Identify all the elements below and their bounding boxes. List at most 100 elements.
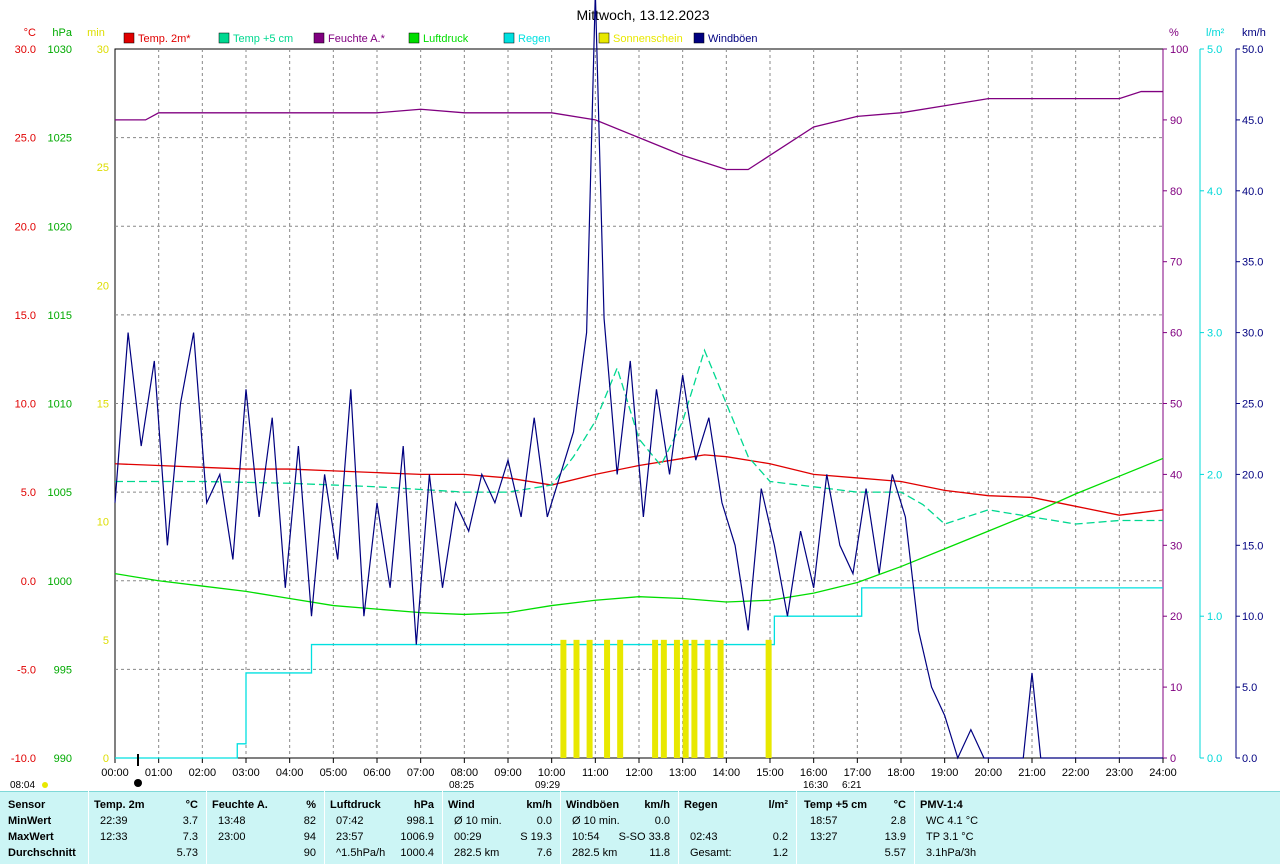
x-tick-label: 17:00 bbox=[844, 767, 872, 779]
stats-cell-value: 7.6 bbox=[536, 847, 552, 859]
x-tick-label: 07:00 bbox=[407, 767, 435, 779]
wind-tick-label: 25.0 bbox=[1242, 399, 1263, 411]
series-feuchte-a bbox=[115, 90, 1163, 171]
x-tick-label: 11:00 bbox=[582, 767, 609, 779]
wind-tick-label: 15.0 bbox=[1242, 540, 1263, 552]
x-tick-label: 20:00 bbox=[975, 767, 1003, 779]
stats-header: Wind bbox=[448, 799, 475, 811]
wind-tick-label: 35.0 bbox=[1242, 257, 1263, 269]
series-temp-5-cm bbox=[115, 348, 1163, 525]
stats-table: Sensor Temp. 2m °C Feuchte A.% Luftdruck hPa W… bbox=[0, 791, 1280, 864]
stats-header-unit: l/m² bbox=[768, 799, 788, 811]
x-tick-label: 06:00 bbox=[363, 767, 391, 779]
sunshine-bar bbox=[560, 639, 567, 758]
stats-cell-value: 0.0 bbox=[536, 815, 552, 827]
wind-tick-label: 45.0 bbox=[1242, 115, 1263, 127]
stats-header-unit: °C bbox=[893, 799, 906, 811]
stats-cell-value: 1.2 bbox=[772, 847, 788, 859]
humidity-tick-label: 90 bbox=[1170, 115, 1182, 127]
stats-column-separator bbox=[206, 791, 207, 864]
sunrise-label: 08:04 bbox=[10, 780, 35, 791]
stats-header-unit: hPa bbox=[413, 799, 434, 811]
temp-tick-label: 0.0 bbox=[21, 576, 36, 588]
stats-header: Temp +5 cm bbox=[804, 799, 868, 811]
sunshine-bar bbox=[765, 639, 772, 758]
sunshine-bar bbox=[617, 639, 624, 758]
humidity-tick-label: 100 bbox=[1170, 44, 1188, 56]
wind-tick-label: 5.0 bbox=[1242, 682, 1257, 694]
markers: 08:04 08:25 09:29 16:30 6:21 bbox=[10, 754, 862, 791]
event-label: 08:25 bbox=[449, 780, 474, 791]
legend-swatch bbox=[313, 32, 325, 44]
stats-cell-time: ^1.5hPa/h bbox=[336, 847, 386, 859]
rain-tick-label: 5.0 bbox=[1207, 44, 1222, 56]
legend-label: Luftdruck bbox=[423, 33, 469, 45]
pressure-tick-label: 1025 bbox=[48, 133, 72, 145]
legend-label: Temp. 2m* bbox=[138, 33, 191, 45]
sun-icon bbox=[42, 782, 48, 788]
x-tick-label: 18:00 bbox=[887, 767, 915, 779]
stats-cell-time: 00:29 bbox=[454, 831, 482, 843]
sunshine-bar bbox=[717, 639, 724, 758]
wind-tick-label: 30.0 bbox=[1242, 328, 1263, 340]
stats-row-label: MaxWert bbox=[8, 831, 54, 843]
humidity-tick-label: 10 bbox=[1170, 682, 1182, 694]
sunshine-bar bbox=[604, 639, 611, 758]
stats-cell-time: 13:27 bbox=[810, 831, 838, 843]
legend-swatch bbox=[693, 32, 705, 44]
stats-header-unit: km/h bbox=[526, 799, 552, 811]
legend-swatch bbox=[408, 32, 420, 44]
humidity-tick-label: 70 bbox=[1170, 257, 1182, 269]
stats-cell-value: 1000.4 bbox=[400, 847, 434, 859]
rain-tick-label: 2.0 bbox=[1207, 469, 1222, 481]
stats-cell-value: 90 bbox=[303, 847, 316, 859]
x-tick-label: 21:00 bbox=[1018, 767, 1046, 779]
humidity-tick-label: 80 bbox=[1170, 186, 1182, 198]
stats-cell-time: Ø 10 min. bbox=[454, 815, 502, 827]
legend-swatch bbox=[123, 32, 135, 44]
wind-tick-label: 20.0 bbox=[1242, 469, 1263, 481]
legend-label: Sonnenschein bbox=[613, 33, 683, 45]
humidity-tick-label: 0 bbox=[1170, 753, 1176, 765]
stats-header: Temp. 2m bbox=[94, 799, 145, 811]
x-tick-label: 14:00 bbox=[713, 767, 741, 779]
sunshine-axis-unit: min bbox=[87, 27, 105, 39]
stats-header: Luftdruck bbox=[330, 799, 381, 811]
x-tick-label: 13:00 bbox=[669, 767, 697, 779]
series-regen bbox=[115, 587, 1163, 759]
x-tick-label: 05:00 bbox=[320, 767, 348, 779]
sunshine-bar bbox=[586, 639, 593, 758]
temp-tick-label: -5.0 bbox=[17, 664, 36, 676]
stats-header-unit: % bbox=[306, 799, 316, 811]
stats-cell-time: Gesamt: bbox=[690, 847, 732, 859]
chart-title: Mittwoch, 13.12.2023 bbox=[576, 7, 709, 23]
stats-cell-value: S-SO 33.8 bbox=[618, 831, 670, 843]
sunshine-bar bbox=[652, 639, 659, 758]
stats-cell-time: 23:57 bbox=[336, 831, 364, 843]
stats-cell-time: TP 3.1 °C bbox=[926, 831, 974, 843]
series-luftdruck bbox=[114, 457, 1164, 616]
weather-chart: Mittwoch, 13.12.2023 Temp. 2m* Temp +5 cm… bbox=[10, 0, 1266, 791]
wind-tick-label: 50.0 bbox=[1242, 44, 1263, 56]
humidity-tick-label: 20 bbox=[1170, 611, 1182, 623]
sunshine-tick-label: 0 bbox=[103, 753, 109, 765]
stats-cell-value: 13.9 bbox=[884, 831, 906, 843]
stats-header: PMV-1:4 bbox=[920, 799, 963, 811]
humidity-axis-unit: % bbox=[1169, 27, 1179, 39]
stats-header-unit: km/h bbox=[644, 799, 670, 811]
legend-label: Regen bbox=[518, 33, 550, 45]
temp-tick-label: 10.0 bbox=[15, 399, 36, 411]
pressure-tick-label: 1020 bbox=[48, 221, 72, 233]
x-tick-label: 08:00 bbox=[451, 767, 479, 779]
pressure-tick-label: 1005 bbox=[48, 487, 72, 499]
stats-column-separator bbox=[442, 791, 443, 864]
sunshine-tick-label: 15 bbox=[97, 399, 109, 411]
temp-tick-label: 20.0 bbox=[15, 221, 36, 233]
stats-cell-value: 998.1 bbox=[406, 815, 434, 827]
pressure-tick-label: 995 bbox=[54, 664, 72, 676]
stats-column-separator bbox=[324, 791, 325, 864]
stats-cell-time: 23:00 bbox=[218, 831, 246, 843]
stats-cell-time: 13:48 bbox=[218, 815, 246, 827]
stats-top-border bbox=[0, 791, 1280, 792]
rain-tick-label: 3.0 bbox=[1207, 328, 1222, 340]
